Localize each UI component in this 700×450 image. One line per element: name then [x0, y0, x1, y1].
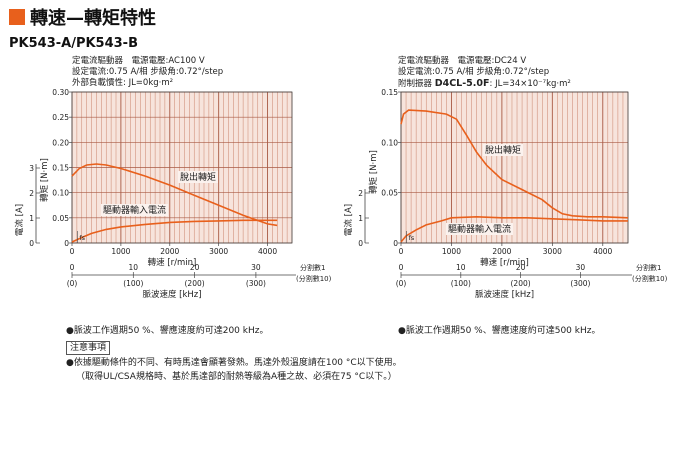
left-note: ●脈波工作週期50 %、響應速度約可達200 kHz。	[66, 326, 269, 336]
y-tick-label: 0.05	[381, 189, 398, 198]
damper-model: D4CL-5.0F	[434, 78, 490, 89]
y-tick-label: 0.20	[52, 138, 69, 147]
y-tick-label: 0.15	[52, 164, 69, 173]
y2-tick-label: 2	[358, 189, 363, 198]
x-tick-label: 2000	[160, 247, 179, 256]
fs-label: fs	[409, 234, 415, 242]
pulse-axis-label-div: (分割數10)	[632, 274, 668, 283]
left-cond-line2: 設定電流:0.75 A/相 步級角:0.72°/step	[72, 67, 224, 77]
right-conditions: 定電流驅動器 電源電壓:DC24 V 設定電流:0.75 A/相 步級角:0.7…	[398, 56, 571, 90]
series-label-bg	[101, 204, 168, 216]
right-cond-line3: 附制振器 D4CL-5.0F: JL=34×10⁻⁷kg·m²	[398, 78, 571, 90]
pulse-tick-label-div: (200)	[185, 279, 205, 288]
pulse-tick-label: 0	[399, 263, 404, 272]
x-tick-label: 4000	[258, 247, 277, 256]
x-tick-label: 1000	[111, 247, 130, 256]
pulse-tick-label-div: (300)	[570, 279, 590, 288]
series-line-input-current	[71, 219, 278, 243]
series-line-pullout-torque	[71, 163, 278, 227]
series-label-bg	[483, 144, 523, 156]
pulse-axis-label-div: (分割數10)	[296, 274, 332, 283]
pulse-tick-label-div: (200)	[511, 279, 531, 288]
pulse-axis-label-full: 分割數1	[636, 263, 661, 272]
y-tick-label: 0.05	[52, 214, 69, 223]
right-note: ●脈波工作週期50 %、響應速度約可達500 kHz。	[398, 326, 601, 336]
y-tick-label: 0.10	[381, 138, 398, 147]
series-line-input-current	[400, 215, 628, 243]
y2-tick-label: 1	[358, 214, 363, 223]
x-tick-label: 1000	[442, 247, 461, 256]
series-label-pullout-torque: 脫出轉矩	[485, 144, 521, 156]
notes-title: 注意事項	[66, 341, 111, 355]
y2-tick-label: 3	[29, 164, 34, 173]
notes-line2: （取得UL/CSA規格時、基於馬達部的耐熱等級為A種之故、必須在75 °C以下。…	[76, 372, 397, 382]
y2-axis-title: 電流 [A]	[343, 204, 354, 236]
series-label-input-current: 驅動器輸入電流	[103, 204, 166, 216]
pulse-tick-label-div: (0)	[396, 279, 407, 288]
pulse-tick-label-div: (100)	[451, 279, 471, 288]
pulse-axis-label-full: 分割數1	[300, 263, 325, 272]
y-tick-label: 0.10	[52, 189, 69, 198]
series-line-pullout-torque	[400, 109, 629, 219]
y2-tick-label: 0	[29, 239, 34, 248]
left-cond-line3: 外部負載慣性: JL=0kg·m²	[72, 78, 174, 88]
series-label-pullout-torque: 脫出轉矩	[180, 171, 216, 183]
plot-frame	[400, 91, 629, 244]
pulse-tick-label: 30	[251, 263, 261, 272]
page-title: 轉速—轉矩特性	[30, 8, 156, 29]
y-tick-label: 0.25	[52, 113, 69, 122]
x-tick-label: 2000	[492, 247, 511, 256]
x-tick-label: 0	[70, 247, 75, 256]
x-tick-label: 4000	[593, 247, 612, 256]
left-chart: 0 0.05 0.10 0.15 0.20 0.25 0.30 0 1 2 3 轉矩 [N·m] 電流 …	[14, 88, 332, 300]
y-tick-label: 0	[64, 239, 69, 248]
y2-tick-label: 0	[358, 239, 363, 248]
y2-tick-label: 1	[29, 214, 34, 223]
pulse-tick-label-div: (0)	[67, 279, 78, 288]
right-chart: 0 0.05 0.10 0.15 0 1 2 轉矩 [N·m] 電流 [A] 0 1000 2000 3…	[343, 88, 668, 300]
pulse-tick-label: 10	[129, 263, 139, 272]
y-axis-title: 轉矩 [N·m]	[368, 150, 379, 194]
x-tick-label: 0	[399, 247, 404, 256]
fs-label: fs	[79, 234, 85, 242]
right-cond-line1: 定電流驅動器 電源電壓:DC24 V	[398, 56, 527, 66]
y2-tick-label: 2	[29, 189, 34, 198]
title-marker	[9, 9, 25, 25]
model-name: PK543-A/PK543-B	[9, 36, 138, 51]
right-cond-line3-prefix: 附制振器	[398, 79, 435, 89]
pulse-tick-label: 30	[576, 263, 586, 272]
series-label-bg	[178, 171, 218, 183]
x-tick-label: 3000	[543, 247, 562, 256]
x-tick-label: 3000	[209, 247, 228, 256]
y-tick-label: 0.15	[381, 88, 398, 97]
pulse-axis-title: 脈波速度 [kHz]	[142, 289, 201, 300]
pulse-tick-label-div: (300)	[246, 279, 266, 288]
right-cond-line3-suffix: : JL=34×10⁻⁷kg·m²	[489, 79, 571, 89]
y2-axis-title: 電流 [A]	[14, 204, 25, 236]
left-cond-line1: 定電流驅動器 電源電壓:AC100 V	[72, 56, 205, 66]
pulse-tick-label: 10	[456, 263, 466, 272]
series-label-bg	[446, 223, 513, 235]
pulse-axis-title: 脈波速度 [kHz]	[475, 289, 534, 300]
y-axis-title: 轉矩 [N·m]	[39, 158, 50, 202]
pulse-tick-label: 0	[70, 263, 75, 272]
pulse-tick-label-div: (100)	[123, 279, 143, 288]
right-cond-line2: 設定電流:0.75 A/相 步級角:0.72°/step	[398, 67, 550, 77]
notes-line1: ●依據驅動條件的不同、有時馬達會顯著發熱。馬達外殼溫度請在100 °C以下使用。	[66, 358, 402, 368]
x-axis-title: 轉速 [r/min]	[148, 257, 197, 268]
left-conditions: 定電流驅動器 電源電壓:AC100 V 設定電流:0.75 A/相 步級角:0.…	[72, 56, 223, 89]
pulse-tick-label: 20	[516, 263, 526, 272]
pulse-tick-label: 20	[190, 263, 200, 272]
series-label-input-current: 驅動器輸入電流	[448, 223, 511, 235]
y-tick-label: 0.30	[52, 88, 69, 97]
y-tick-label: 0	[393, 239, 398, 248]
x-axis-title: 轉速 [r/min]	[480, 257, 529, 268]
